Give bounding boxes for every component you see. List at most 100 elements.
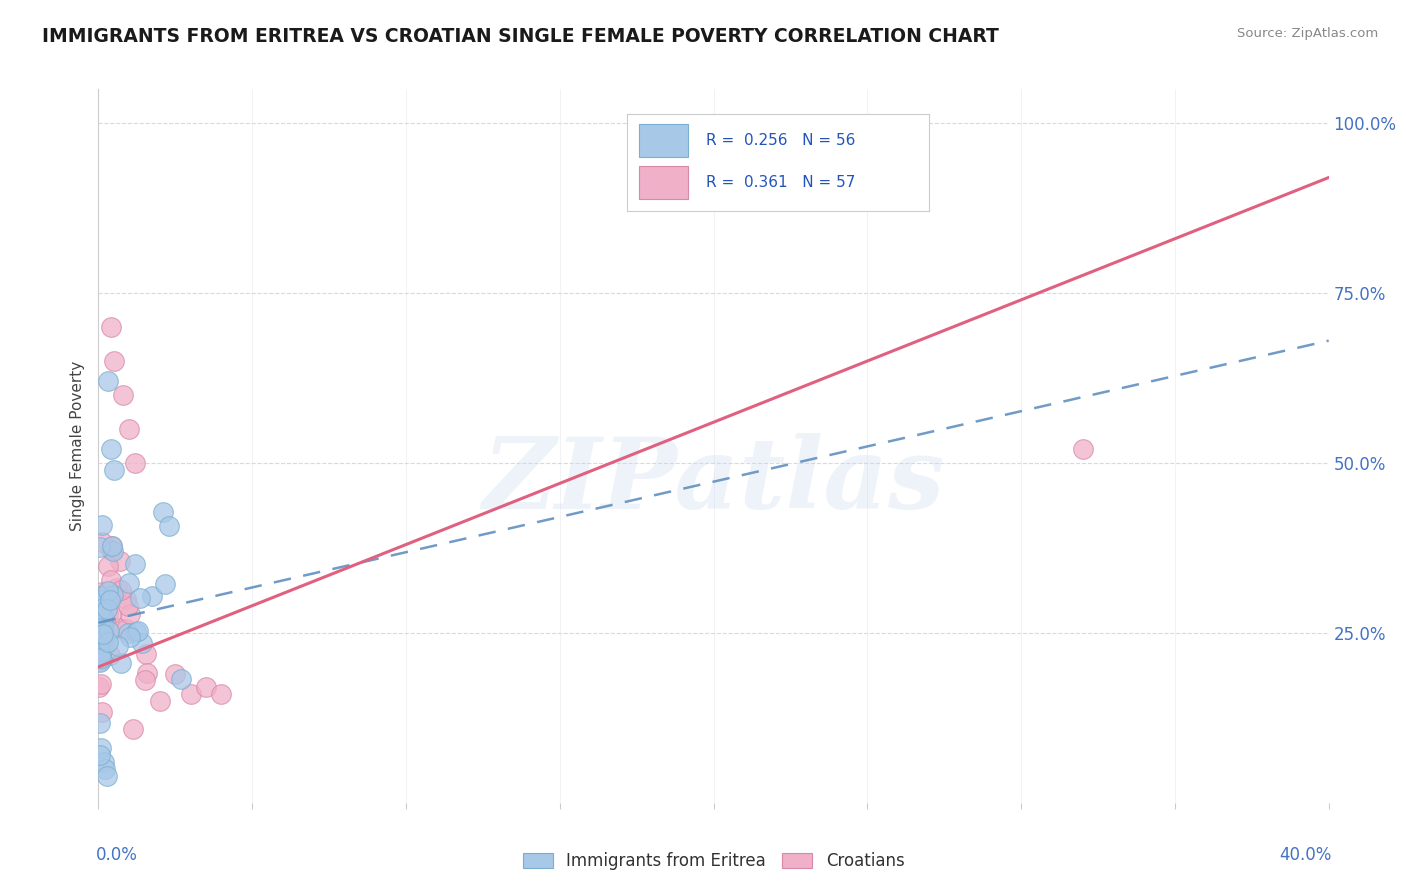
- Point: [124, 558, 146, 572]
- Point: [134, 673, 156, 688]
- Legend: Immigrants from Eritrea, Croatians: Immigrants from Eritrea, Croatians: [516, 846, 911, 877]
- Point: [91, 608, 114, 623]
- Text: 0.0%: 0.0%: [96, 846, 138, 863]
- Point: [89, 748, 111, 763]
- Point: [91, 627, 114, 641]
- Point: [98, 648, 121, 662]
- Point: [101, 540, 124, 554]
- Point: [91, 609, 114, 624]
- Point: [93, 588, 115, 602]
- Point: [115, 591, 138, 606]
- Point: [89, 715, 111, 730]
- Point: [91, 641, 114, 656]
- Point: [90, 651, 112, 665]
- Point: [103, 354, 125, 368]
- Point: [90, 632, 112, 647]
- Point: [90, 599, 112, 614]
- Point: [89, 617, 111, 632]
- Point: [90, 535, 112, 549]
- Point: [89, 589, 111, 603]
- Point: [90, 622, 112, 636]
- Point: [94, 614, 117, 628]
- Point: [91, 596, 114, 610]
- Point: [91, 706, 114, 720]
- Point: [91, 616, 114, 631]
- Point: [91, 585, 114, 599]
- Point: [100, 442, 122, 457]
- Point: [101, 588, 124, 602]
- Point: [110, 583, 132, 598]
- Text: ZIPatlas: ZIPatlas: [482, 434, 945, 530]
- Text: IMMIGRANTS FROM ERITREA VS CROATIAN SINGLE FEMALE POVERTY CORRELATION CHART: IMMIGRANTS FROM ERITREA VS CROATIAN SING…: [42, 27, 1000, 45]
- Point: [97, 375, 120, 389]
- Point: [129, 591, 152, 606]
- Point: [90, 636, 112, 650]
- Point: [127, 624, 149, 638]
- Point: [165, 666, 187, 681]
- Point: [211, 687, 233, 701]
- Point: [96, 602, 118, 616]
- Point: [91, 609, 114, 624]
- Point: [93, 755, 115, 769]
- FancyBboxPatch shape: [640, 124, 688, 157]
- Point: [91, 620, 114, 634]
- FancyBboxPatch shape: [640, 166, 688, 199]
- Point: [110, 554, 132, 568]
- Text: Source: ZipAtlas.com: Source: ZipAtlas.com: [1237, 27, 1378, 40]
- Point: [105, 582, 128, 596]
- Point: [97, 583, 120, 598]
- Point: [125, 624, 148, 639]
- Point: [170, 672, 193, 686]
- Point: [110, 656, 132, 670]
- Point: [120, 630, 142, 644]
- Point: [141, 590, 163, 604]
- Point: [89, 654, 111, 668]
- Point: [91, 594, 114, 608]
- Point: [89, 680, 111, 694]
- Point: [180, 687, 202, 701]
- Point: [93, 623, 115, 637]
- Point: [97, 595, 120, 609]
- Point: [149, 694, 172, 708]
- Point: [89, 642, 111, 657]
- Point: [97, 635, 120, 649]
- Point: [118, 576, 141, 591]
- Point: [89, 628, 111, 642]
- Point: [90, 605, 112, 619]
- Point: [89, 655, 111, 669]
- Point: [103, 463, 125, 477]
- Point: [96, 607, 118, 621]
- Point: [115, 622, 138, 636]
- Point: [100, 607, 122, 622]
- Point: [103, 544, 125, 558]
- Point: [90, 741, 112, 756]
- Point: [93, 605, 115, 619]
- Point: [90, 644, 112, 658]
- Point: [122, 723, 145, 737]
- Point: [98, 593, 121, 607]
- Point: [90, 652, 112, 666]
- Point: [1071, 442, 1094, 457]
- Point: [117, 599, 139, 613]
- Point: [93, 591, 115, 606]
- Point: [120, 607, 142, 621]
- Point: [100, 320, 122, 334]
- Point: [96, 559, 118, 574]
- Point: [157, 518, 180, 533]
- Point: [89, 591, 111, 606]
- Point: [100, 573, 122, 587]
- Point: [94, 635, 117, 649]
- Point: [135, 647, 157, 661]
- Point: [89, 540, 111, 554]
- Point: [112, 388, 135, 402]
- Point: [89, 632, 111, 646]
- Point: [100, 543, 122, 558]
- Point: [135, 665, 157, 680]
- Point: [94, 762, 117, 776]
- Point: [89, 645, 111, 659]
- Text: R =  0.361   N = 57: R = 0.361 N = 57: [706, 175, 855, 190]
- Point: [90, 676, 112, 690]
- Point: [93, 635, 115, 649]
- Point: [152, 505, 174, 519]
- Point: [97, 624, 120, 638]
